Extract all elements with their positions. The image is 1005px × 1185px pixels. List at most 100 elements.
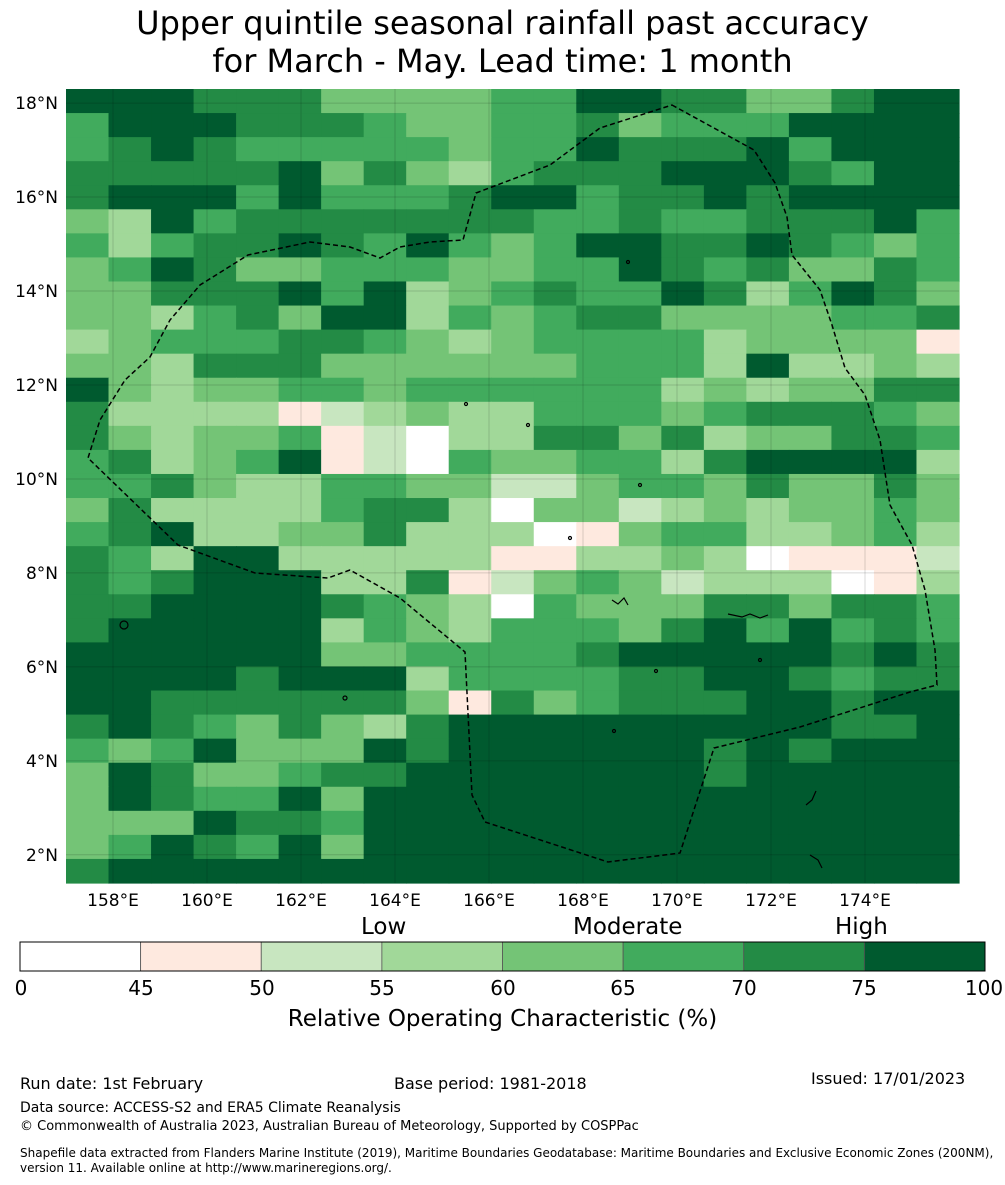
- grid-cell: [831, 714, 875, 740]
- grid-cell: [66, 209, 110, 234]
- grid-cell: [321, 137, 365, 162]
- grid-cell: [363, 305, 407, 331]
- data-source: Data source: ACCESS-S2 and ERA5 Climate …: [20, 1100, 401, 1116]
- grid-cell: [491, 642, 535, 668]
- grid-cell: [363, 786, 407, 812]
- grid-cell: [278, 690, 322, 716]
- grid-cell: [193, 281, 237, 307]
- grid-cell: [533, 834, 577, 860]
- grid-cell: [746, 113, 790, 138]
- grid-cell: [788, 786, 833, 812]
- grid-cell: [873, 209, 918, 234]
- grid-cell: [278, 546, 322, 571]
- grid-cell: [873, 498, 918, 523]
- grid-cell: [108, 834, 152, 860]
- grid-cell: [576, 570, 620, 595]
- grid-cell: [916, 305, 960, 331]
- grid-cell: [448, 113, 492, 138]
- grid-cell: [618, 161, 662, 186]
- grid-cell: [66, 738, 110, 764]
- grid-cell: [916, 666, 960, 692]
- grid-cell: [448, 425, 492, 451]
- grid-cell: [236, 594, 280, 619]
- grid-cell: [831, 594, 875, 619]
- grid-cell: [363, 113, 407, 138]
- grid-cell: [406, 161, 450, 186]
- grid-cell: [916, 113, 960, 138]
- grid-cell: [661, 449, 705, 475]
- grid-cell: [703, 834, 747, 860]
- grid-cell: [916, 594, 960, 619]
- colorbar-category-high: High: [835, 914, 888, 940]
- grid-cell: [788, 546, 833, 571]
- grid-cell: [151, 305, 195, 331]
- grid-cell: [661, 425, 705, 451]
- grid-cell: [746, 449, 790, 475]
- grid-cell: [618, 618, 662, 643]
- grid-cell: [193, 666, 237, 692]
- grid-cell: [236, 570, 280, 595]
- grid-cell: [576, 161, 620, 186]
- grid-cell: [66, 594, 110, 619]
- grid-cell: [576, 401, 620, 427]
- grid-cell: [788, 498, 833, 523]
- grid-cell: [406, 522, 450, 547]
- grid-cell: [746, 329, 790, 355]
- grid-cell: [873, 185, 918, 210]
- grid-cell: [491, 473, 535, 499]
- grid-cell: [406, 209, 450, 234]
- grid-cell: [448, 570, 492, 595]
- grid-cell: [363, 618, 407, 643]
- graticule: [66, 89, 959, 883]
- grid-cell: [108, 690, 152, 716]
- grid-cell: [746, 570, 790, 595]
- grid-cell: [406, 377, 450, 403]
- grid-cell: [321, 473, 365, 499]
- grid-cell: [618, 738, 662, 764]
- grid-cell: [873, 786, 918, 812]
- grid-cell: [788, 666, 833, 692]
- grid-cell: [576, 329, 620, 355]
- grid-cell: [533, 425, 577, 451]
- grid-cell: [406, 714, 450, 740]
- grid-cell: [831, 570, 875, 595]
- grid-cell: [321, 185, 365, 210]
- grid-cell: [491, 353, 535, 379]
- colorbar-segment: [863, 941, 986, 972]
- grid-cell: [916, 762, 960, 788]
- grid-cell: [491, 257, 535, 283]
- grid-cell: [703, 449, 747, 475]
- grid-cell: [108, 233, 152, 259]
- grid-cell: [66, 89, 110, 114]
- grid-cell: [576, 353, 620, 379]
- grid-cell: [491, 810, 535, 836]
- grid-cell: [916, 377, 960, 403]
- grid-cell: [788, 233, 833, 259]
- grid-cell: [788, 810, 833, 836]
- grid-cell: [831, 690, 875, 716]
- colorbar-segment: [260, 941, 383, 972]
- grid-cell: [788, 449, 833, 475]
- grid-cell: [661, 642, 705, 668]
- grid-cell: [661, 714, 705, 740]
- grid-cell: [363, 762, 407, 788]
- grid-cell: [916, 257, 960, 283]
- grid-cell: [151, 425, 195, 451]
- grid-cell: [533, 570, 577, 595]
- grid-cell: [576, 498, 620, 523]
- grid-cell: [236, 449, 280, 475]
- colorbar-tick: 75: [851, 976, 877, 1000]
- grid-cell: [916, 498, 960, 523]
- grid-cell: [831, 329, 875, 355]
- grid-cell: [533, 89, 577, 114]
- grid-cell: [533, 449, 577, 475]
- grid-cell: [661, 618, 705, 643]
- grid-cell: [491, 329, 535, 355]
- grid-cell: [873, 305, 918, 331]
- grid-cell: [618, 305, 662, 331]
- grid-cell: [491, 594, 535, 619]
- grid-cell: [703, 570, 747, 595]
- colorbar-tick: 45: [128, 976, 154, 1000]
- grid-cell: [703, 546, 747, 571]
- grid-cell: [491, 666, 535, 692]
